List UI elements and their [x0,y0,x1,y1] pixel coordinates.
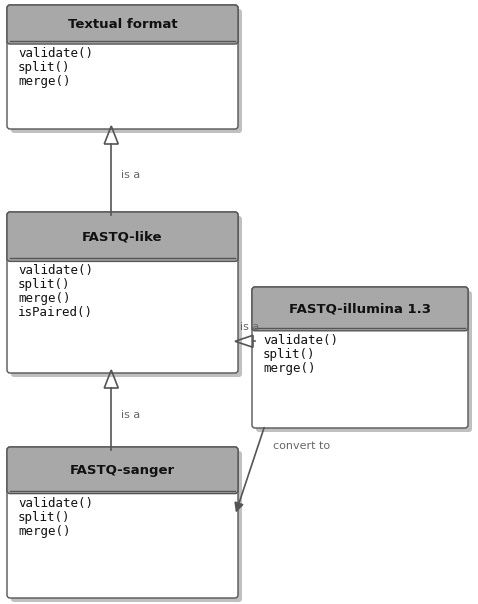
Text: is a: is a [121,410,141,420]
Text: FASTQ-illumina 1.3: FASTQ-illumina 1.3 [289,303,431,315]
FancyBboxPatch shape [256,291,472,432]
FancyBboxPatch shape [7,5,238,129]
Text: Textual format: Textual format [68,18,177,31]
Text: split(): split() [263,348,315,361]
Text: merge(): merge() [18,75,70,88]
Text: validate(): validate() [263,334,338,347]
Text: split(): split() [18,61,70,74]
Text: convert to: convert to [273,441,330,451]
FancyBboxPatch shape [11,216,242,377]
FancyBboxPatch shape [7,212,238,262]
FancyBboxPatch shape [11,9,242,133]
Bar [256,320,464,328]
Text: FASTQ-sanger: FASTQ-sanger [70,464,175,477]
FancyBboxPatch shape [11,451,242,602]
FancyBboxPatch shape [7,447,238,493]
Text: is a: is a [240,323,260,332]
FancyBboxPatch shape [7,5,238,44]
FancyBboxPatch shape [252,287,468,428]
FancyBboxPatch shape [7,212,238,373]
Text: validate(): validate() [18,265,93,277]
Bar [11,33,234,41]
Text: merge(): merge() [18,525,70,538]
Text: validate(): validate() [18,47,93,60]
Text: merge(): merge() [18,292,70,306]
Text: split(): split() [18,278,70,291]
Text: FASTQ-like: FASTQ-like [82,230,163,243]
Text: merge(): merge() [263,362,315,375]
FancyBboxPatch shape [252,287,468,331]
Bar [11,483,234,490]
Text: is a: is a [121,170,141,181]
Bar [11,251,234,259]
Text: isPaired(): isPaired() [18,306,93,320]
FancyBboxPatch shape [7,447,238,598]
Text: validate(): validate() [18,496,93,510]
Text: split(): split() [18,510,70,524]
